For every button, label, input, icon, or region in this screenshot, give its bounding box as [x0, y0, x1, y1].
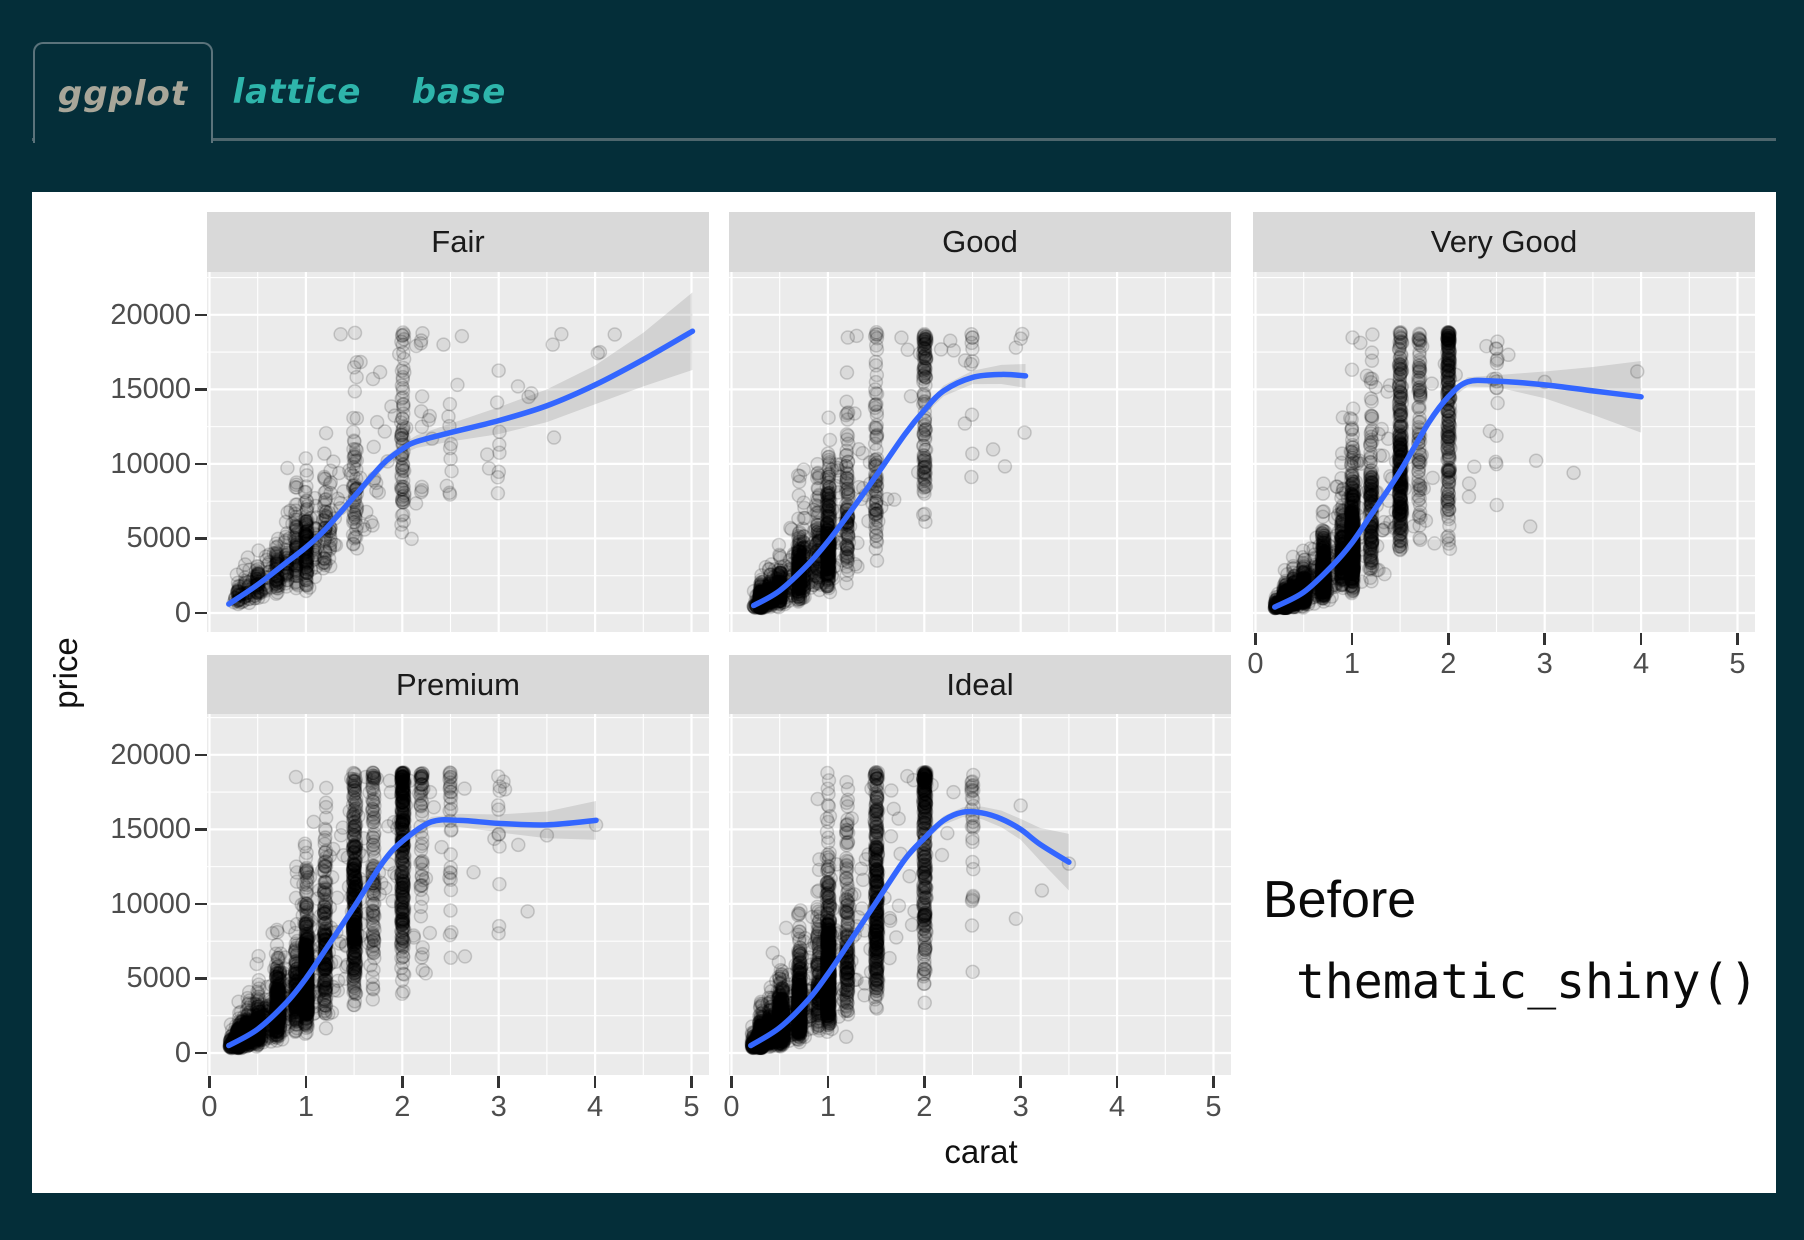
facet-strip-label: Very Good — [1430, 224, 1578, 259]
y-axis-tick-label: 5000 — [126, 962, 191, 995]
y-axis-tick-label: 20000 — [110, 738, 191, 771]
x-axis-tick-label: 2 — [1440, 648, 1457, 680]
facet-strip-label: Good — [942, 224, 1018, 259]
x-axis-tick-label: 2 — [394, 1091, 411, 1123]
y-axis-tick — [195, 462, 207, 466]
x-axis-tick-label: 2 — [916, 1091, 933, 1123]
y-axis-tick-label: 0 — [174, 1037, 191, 1069]
x-axis-tick — [826, 1076, 830, 1088]
facet-panel-canvas — [207, 272, 709, 632]
x-axis-tick — [923, 1076, 926, 1088]
y-axis-tick — [195, 977, 207, 980]
tab-base[interactable]: base — [385, 42, 533, 141]
x-axis-tick-label: 4 — [1633, 648, 1650, 680]
facet-panel-canvas — [207, 714, 709, 1075]
y-axis-tick — [195, 1051, 207, 1055]
y-axis-tick-label: 5000 — [126, 522, 191, 555]
facet-strip: Good — [729, 212, 1231, 272]
tab-ggplot[interactable]: ggplot — [33, 42, 213, 143]
x-axis-tick-label: 1 — [819, 1091, 836, 1123]
tab-base-label: base — [411, 71, 507, 112]
facet-strip-label: Premium — [395, 666, 520, 702]
tab-lattice-label: lattice — [232, 71, 362, 112]
x-axis-tick-label: 0 — [201, 1091, 218, 1123]
y-axis-tick — [195, 537, 207, 540]
x-axis-tick — [1254, 633, 1257, 645]
y-axis-tick — [195, 753, 207, 757]
x-axis-tick — [1350, 633, 1354, 645]
y-axis-tick-label: 10000 — [110, 887, 191, 920]
y-axis-tick — [195, 611, 207, 615]
facet-strip: Very Good — [1253, 212, 1755, 272]
y-axis-tick-label: 15000 — [110, 373, 191, 406]
x-axis-tick — [730, 1076, 733, 1088]
x-axis-tick-label: 5 — [1729, 648, 1746, 680]
x-axis-tick — [1736, 633, 1739, 645]
x-axis-tick-label: 4 — [1109, 1091, 1126, 1123]
facet-strip: Fair — [207, 212, 709, 272]
x-axis-title: carat — [944, 1133, 1018, 1170]
x-axis-tick-label: 5 — [683, 1091, 700, 1123]
x-axis-tick — [1115, 1076, 1119, 1088]
x-axis-tick — [1019, 1076, 1022, 1088]
x-axis-tick-label: 1 — [297, 1091, 314, 1123]
facet-strip-label: Ideal — [946, 666, 1014, 702]
facet-panel-canvas — [729, 714, 1231, 1075]
x-axis-tick — [304, 1076, 308, 1088]
x-axis-tick — [593, 1076, 597, 1088]
x-axis-tick-label: 3 — [490, 1091, 507, 1123]
y-axis-tick-label: 20000 — [110, 298, 191, 331]
x-axis-tick-label: 0 — [1247, 648, 1264, 680]
annotation-code: thematic_shiny() — [1296, 954, 1759, 1010]
x-axis-tick — [1543, 633, 1546, 645]
x-axis-tick — [1447, 633, 1450, 645]
x-axis-tick — [497, 1076, 500, 1088]
x-axis-tick — [690, 1076, 693, 1088]
facet-strip: Premium — [207, 655, 709, 714]
tab-bar: ggplot lattice base — [0, 0, 1804, 143]
facet-panel-canvas — [1253, 272, 1755, 632]
y-axis-tick-label: 10000 — [110, 447, 191, 480]
x-axis-tick-label: 0 — [723, 1091, 740, 1123]
annotation-before: Before — [1263, 871, 1417, 929]
y-axis-tick-label: 0 — [174, 597, 191, 629]
x-axis-tick-label: 3 — [1536, 648, 1553, 680]
y-axis-title: price — [47, 637, 84, 709]
facet-panel-canvas — [729, 272, 1231, 632]
x-axis-tick — [1639, 633, 1643, 645]
x-axis-tick-label: 4 — [587, 1091, 604, 1123]
y-axis-tick — [195, 902, 207, 906]
x-axis-tick-label: 1 — [1343, 648, 1360, 680]
x-axis-tick — [208, 1076, 211, 1088]
tab-ggplot-label: ggplot — [57, 73, 189, 114]
x-axis-tick-label: 5 — [1205, 1091, 1222, 1123]
x-axis-tick — [1212, 1076, 1215, 1088]
tab-lattice[interactable]: lattice — [209, 42, 385, 141]
facet-strip-label: Fair — [431, 224, 485, 259]
y-axis-tick — [195, 828, 207, 831]
tab-underline — [32, 138, 1776, 141]
y-axis-tick — [195, 388, 207, 391]
x-axis-tick — [401, 1076, 404, 1088]
x-axis-tick-label: 3 — [1012, 1091, 1029, 1123]
y-axis-tick — [195, 313, 207, 317]
facet-strip: Ideal — [729, 655, 1231, 714]
y-axis-tick-label: 15000 — [110, 813, 191, 846]
